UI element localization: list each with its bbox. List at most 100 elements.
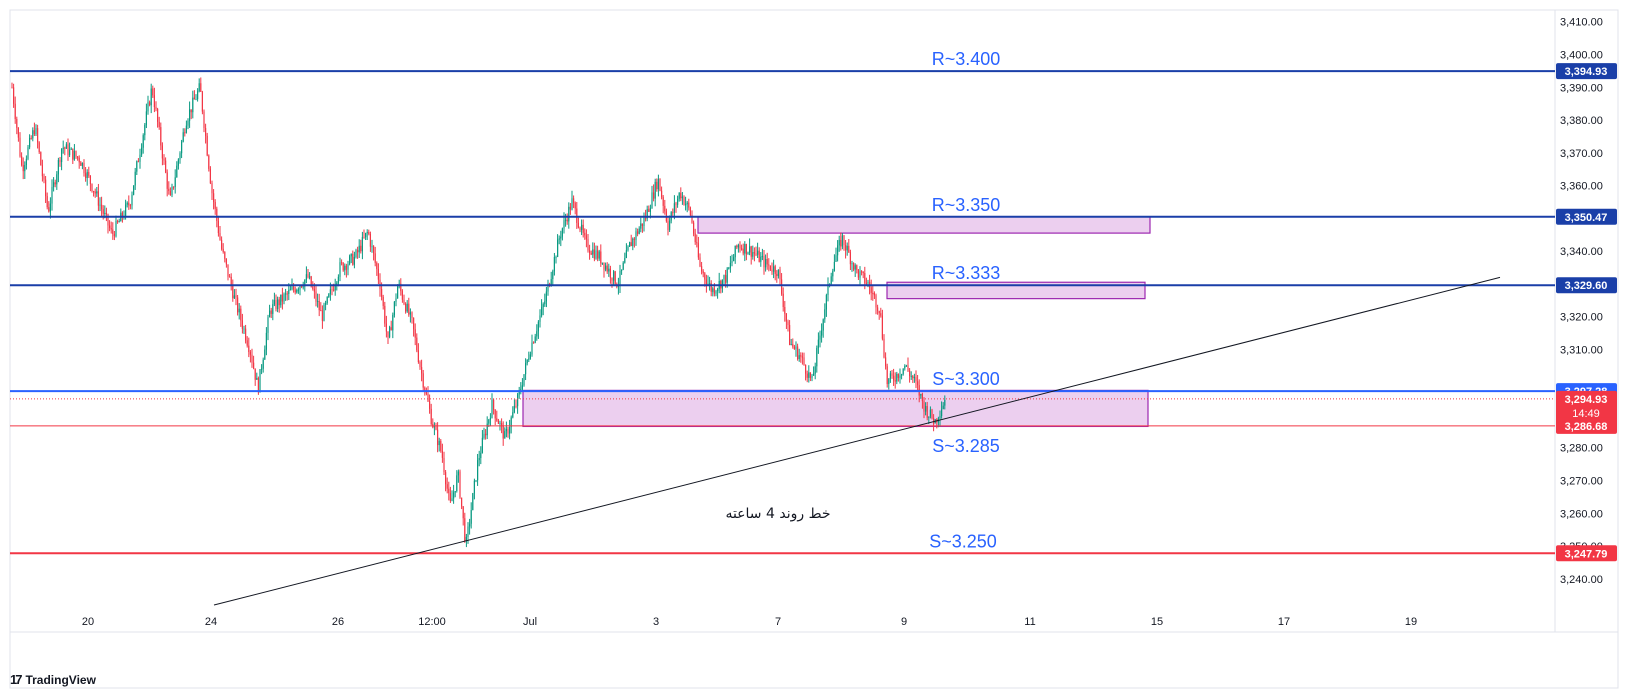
candle-body bbox=[542, 304, 544, 308]
trendline[interactable] bbox=[213, 276, 1501, 606]
candle-body bbox=[104, 212, 106, 214]
price-axis[interactable]: 3,410.00 3,400.00 3,390.00 3,380.00 3,370.00… bbox=[1560, 17, 1603, 586]
price-tag bbox=[1556, 63, 1617, 80]
candle-body bbox=[160, 127, 162, 146]
candle-body bbox=[105, 212, 107, 215]
candle-body bbox=[254, 368, 256, 380]
candle-body bbox=[742, 248, 744, 254]
candle-body bbox=[187, 120, 189, 126]
candle-body bbox=[550, 279, 552, 286]
candle-body bbox=[13, 87, 15, 104]
candle-body bbox=[641, 223, 643, 227]
candle-body bbox=[577, 222, 579, 228]
candle-body bbox=[424, 387, 426, 392]
candle-body bbox=[40, 152, 42, 166]
candle-body bbox=[862, 271, 864, 274]
candle-body bbox=[174, 177, 176, 187]
candle-body bbox=[232, 285, 234, 299]
candle-body bbox=[461, 497, 463, 507]
candle-body bbox=[824, 309, 826, 320]
candle-body bbox=[776, 273, 778, 277]
candle-body bbox=[129, 205, 131, 207]
candle-body bbox=[638, 228, 640, 234]
candle-body bbox=[453, 492, 455, 499]
candle-body bbox=[752, 252, 754, 257]
candle-body bbox=[195, 99, 197, 101]
candle-body bbox=[280, 294, 282, 306]
time-axis[interactable]: 20 24 26 12:00 Jul 3 7 9 11 15 17 19 bbox=[82, 616, 1417, 628]
candle-body bbox=[822, 319, 824, 331]
candle-body bbox=[357, 250, 359, 253]
candle-body bbox=[821, 330, 823, 336]
candle-body bbox=[382, 296, 384, 306]
candle-body bbox=[600, 251, 602, 264]
candle-body bbox=[576, 208, 578, 223]
candle-body bbox=[902, 368, 904, 375]
price-tick-label: 3,390.00 bbox=[1560, 82, 1603, 94]
candle-body bbox=[853, 263, 855, 270]
candle-body bbox=[865, 283, 867, 285]
candle-body bbox=[464, 518, 466, 542]
candle-body bbox=[27, 147, 29, 159]
candle-body bbox=[22, 165, 24, 172]
candle-body bbox=[449, 493, 451, 502]
candle-body bbox=[368, 232, 370, 235]
candle-body bbox=[715, 291, 717, 294]
price-tag bbox=[1556, 208, 1617, 225]
candle-body bbox=[854, 265, 856, 270]
time-tick-label: 9 bbox=[901, 616, 907, 628]
candle-body bbox=[592, 249, 594, 255]
candle-body bbox=[161, 145, 163, 159]
candle-body bbox=[677, 198, 679, 205]
candle-body bbox=[361, 237, 363, 252]
candle-body bbox=[265, 332, 267, 350]
candle-body bbox=[574, 202, 576, 209]
candle-body bbox=[915, 377, 917, 382]
candle-body bbox=[760, 256, 762, 262]
candle-body bbox=[325, 303, 327, 305]
price-tag bbox=[1556, 417, 1617, 434]
candle-body bbox=[269, 310, 271, 318]
level-label-285: S~3.285 bbox=[932, 436, 1000, 456]
candle-body bbox=[277, 299, 279, 309]
candle-body bbox=[632, 238, 634, 247]
candle-body bbox=[766, 259, 768, 265]
candle-body bbox=[97, 191, 99, 206]
candle-body bbox=[446, 484, 448, 489]
candle-body bbox=[909, 370, 911, 377]
candle-body bbox=[344, 265, 346, 271]
candle-body bbox=[486, 423, 488, 436]
candle-body bbox=[736, 245, 738, 248]
candle-body bbox=[91, 183, 93, 192]
price-tag bbox=[1556, 390, 1617, 421]
candle-body bbox=[109, 225, 111, 229]
candle-body bbox=[621, 269, 623, 271]
candle-body bbox=[150, 88, 152, 106]
candle-body bbox=[376, 262, 378, 270]
price-tag-label: 3,350.47 bbox=[1565, 212, 1608, 224]
time-tick-label: 11 bbox=[1024, 616, 1035, 628]
candle-body bbox=[317, 301, 319, 303]
candle-body bbox=[833, 261, 835, 271]
candle-body bbox=[349, 256, 351, 265]
candle-body bbox=[619, 270, 621, 286]
candle-body bbox=[686, 202, 688, 205]
candle-body bbox=[773, 266, 775, 272]
candle-body bbox=[469, 523, 471, 527]
candle-body bbox=[189, 109, 191, 121]
candle-body bbox=[901, 374, 903, 376]
price-tick-label: 3,380.00 bbox=[1560, 115, 1603, 127]
candle-body bbox=[547, 283, 549, 292]
candle-body bbox=[774, 266, 776, 274]
candle-body bbox=[49, 203, 51, 212]
candle-body bbox=[417, 350, 419, 362]
tradingview-logo-icon: 17 bbox=[10, 672, 23, 687]
candle-body bbox=[429, 401, 431, 409]
candle-body bbox=[185, 125, 187, 133]
candle-body bbox=[88, 171, 90, 176]
candle-body bbox=[605, 265, 607, 270]
candle-body bbox=[257, 378, 259, 393]
candle-body bbox=[483, 433, 485, 438]
candle-body bbox=[366, 232, 368, 234]
